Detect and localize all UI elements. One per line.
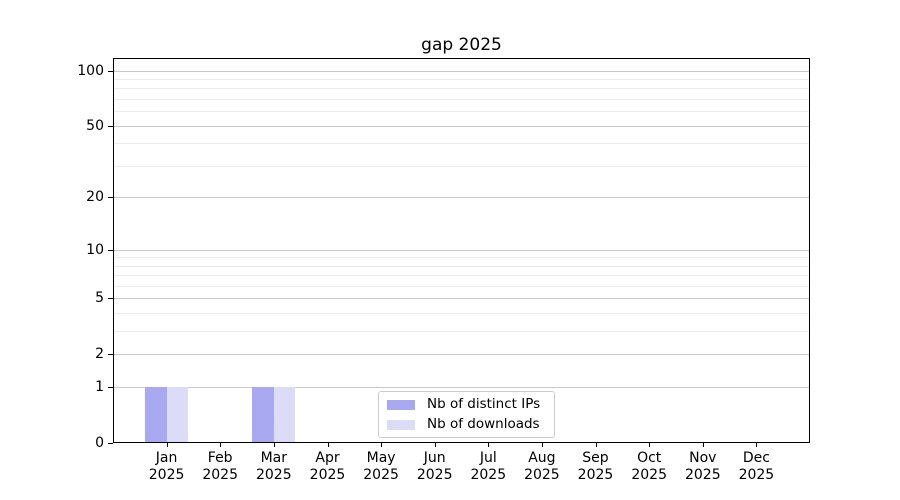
x-tick-year: 2025 xyxy=(202,467,238,483)
x-tick-label: Dec 2025 xyxy=(729,450,783,484)
y-tick-label: 20 xyxy=(86,189,104,206)
y-tick-label: 100 xyxy=(77,62,104,79)
minor-gridline xyxy=(114,165,809,167)
y-tick-label: 2 xyxy=(95,346,104,363)
major-gridline xyxy=(114,354,809,356)
minor-gridline xyxy=(114,143,809,145)
x-tick-year: 2025 xyxy=(363,467,399,483)
x-tick-year: 2025 xyxy=(524,467,560,483)
y-tick-mark xyxy=(108,354,113,356)
y-tick-label: 50 xyxy=(86,117,104,134)
x-tick-year: 2025 xyxy=(577,467,614,483)
x-tick-label: Oct 2025 xyxy=(622,450,676,484)
y-tick-label: 1 xyxy=(95,379,104,396)
x-tick-year: 2025 xyxy=(470,467,507,483)
x-tick-month: Dec xyxy=(742,450,770,466)
y-tick-mark xyxy=(108,298,113,300)
x-tick-label: Jun 2025 xyxy=(408,450,462,484)
x-tick-label: Aug 2025 xyxy=(515,450,569,484)
x-tick-month: Jan xyxy=(155,450,178,466)
y-tick-label: 5 xyxy=(95,290,104,307)
y-tick-mark xyxy=(108,249,113,251)
legend-entry-downloads: Nb of downloads xyxy=(385,416,548,433)
major-gridline xyxy=(114,249,809,251)
minor-gridline xyxy=(114,79,809,80)
x-tick-year: 2025 xyxy=(684,467,721,483)
legend-label-distinct-ips: Nb of distinct IPs xyxy=(427,396,541,412)
y-tick-mark xyxy=(108,387,113,389)
legend-label-downloads: Nb of downloads xyxy=(427,416,540,432)
x-tick-label: Sep 2025 xyxy=(569,450,623,484)
axes-border xyxy=(113,58,810,443)
x-tick-month: Mar xyxy=(260,450,287,466)
x-tick-mark xyxy=(702,443,704,447)
x-tick-label: Mar 2025 xyxy=(247,450,301,484)
x-tick-year: 2025 xyxy=(148,467,185,483)
x-tick-mark xyxy=(327,443,329,447)
x-tick-year: 2025 xyxy=(631,467,667,483)
minor-gridline xyxy=(114,257,809,259)
minor-gridline xyxy=(114,286,809,287)
x-tick-mark xyxy=(595,443,597,447)
x-tick-month: Aug xyxy=(528,450,556,466)
x-tick-mark xyxy=(166,443,168,447)
y-tick-mark xyxy=(108,443,113,444)
x-tick-month: Jul xyxy=(479,450,497,466)
minor-gridline xyxy=(114,331,809,333)
minor-gridline xyxy=(114,275,809,277)
bar-downloads xyxy=(273,387,296,443)
chart-title: gap 2025 xyxy=(421,35,502,55)
legend-swatch-downloads xyxy=(387,419,415,430)
minor-gridline xyxy=(114,265,809,267)
x-tick-mark xyxy=(381,443,383,447)
x-tick-year: 2025 xyxy=(416,467,453,483)
x-tick-mark xyxy=(649,443,651,447)
major-gridline xyxy=(114,298,809,300)
bar-downloads xyxy=(166,387,189,443)
x-tick-month: May xyxy=(366,450,396,466)
major-gridline xyxy=(114,197,809,199)
y-tick-label: 10 xyxy=(86,241,104,258)
x-tick-label: May 2025 xyxy=(354,450,408,484)
y-tick-mark xyxy=(108,197,113,199)
x-tick-month: Apr xyxy=(315,450,340,466)
bar-distinct-ips xyxy=(145,387,167,443)
y-tick-mark xyxy=(108,125,113,127)
legend-entry-distinct-ips: Nb of distinct IPs xyxy=(385,396,548,413)
major-gridline xyxy=(114,70,809,72)
x-tick-label: Jul 2025 xyxy=(461,450,515,484)
minor-gridline xyxy=(114,99,809,100)
x-tick-label: Apr 2025 xyxy=(301,450,355,484)
x-tick-mark xyxy=(541,443,543,447)
bar-distinct-ips xyxy=(252,387,274,443)
major-gridline xyxy=(114,387,809,389)
x-tick-month: Feb xyxy=(207,450,233,466)
minor-gridline xyxy=(114,88,809,90)
x-tick-month: Oct xyxy=(637,450,662,466)
y-tick-label: 0 xyxy=(95,435,104,451)
x-tick-month: Nov xyxy=(689,450,717,466)
minor-gridline xyxy=(114,313,809,315)
x-tick-year: 2025 xyxy=(255,467,292,483)
x-tick-year: 2025 xyxy=(738,467,775,483)
x-tick-mark xyxy=(273,443,275,447)
x-tick-label: Feb 2025 xyxy=(193,450,247,484)
x-tick-year: 2025 xyxy=(309,467,346,483)
legend-swatch-distinct-ips xyxy=(387,399,415,410)
x-tick-mark xyxy=(756,443,758,447)
x-tick-label: Jan 2025 xyxy=(140,450,194,484)
x-tick-month: Sep xyxy=(582,450,609,466)
x-tick-mark xyxy=(488,443,490,447)
legend: Nb of distinct IPs Nb of downloads xyxy=(378,391,555,438)
x-tick-mark xyxy=(220,443,222,447)
x-tick-label: Nov 2025 xyxy=(676,450,730,484)
minor-gridline xyxy=(114,111,809,113)
y-tick-mark xyxy=(108,70,113,72)
major-gridline xyxy=(114,125,809,127)
x-tick-mark xyxy=(434,443,436,447)
x-tick-month: Jun xyxy=(423,450,446,466)
